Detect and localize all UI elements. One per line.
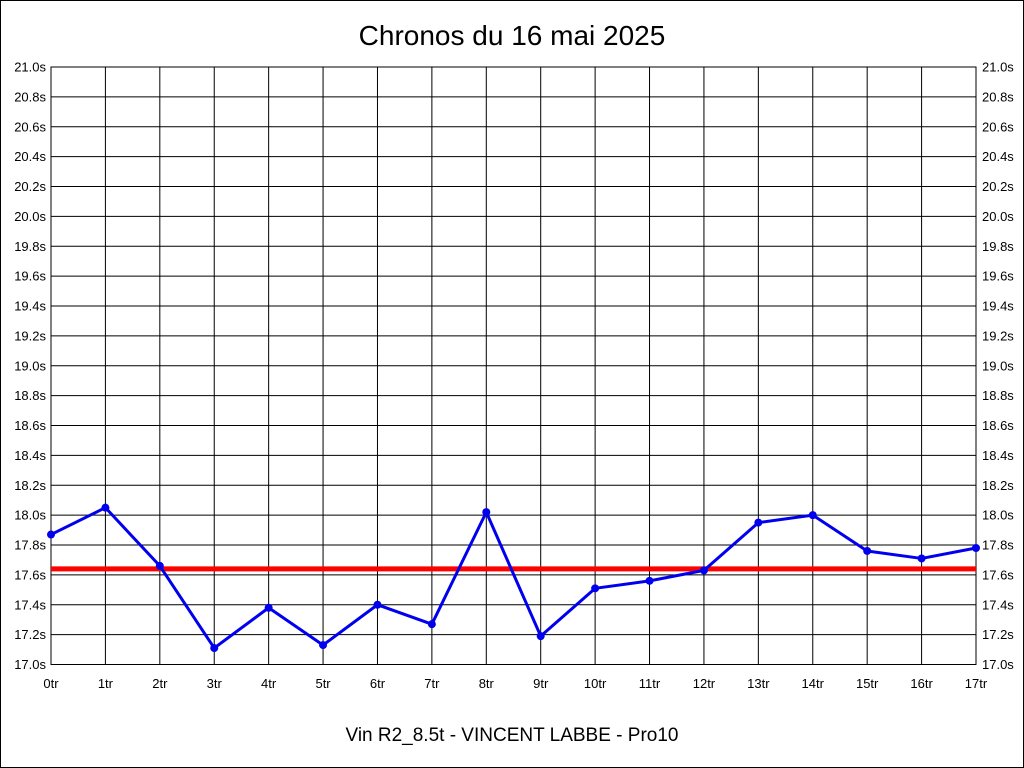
data-point — [373, 600, 382, 609]
data-point — [155, 561, 164, 570]
y-tick-label-left: 17.8s — [14, 538, 46, 553]
y-tick-label-right: 18.8s — [982, 388, 1014, 403]
x-tick-label: 6tr — [370, 676, 386, 691]
x-tick-label: 3tr — [207, 676, 223, 691]
x-tick-label: 13tr — [747, 676, 770, 691]
x-tick-label: 17tr — [965, 676, 988, 691]
y-tick-label-left: 17.0s — [14, 657, 46, 672]
y-tick-label-left: 18.8s — [14, 388, 46, 403]
y-tick-label-right: 19.2s — [982, 328, 1014, 343]
y-tick-label-right: 18.6s — [982, 418, 1014, 433]
data-point — [427, 620, 436, 629]
y-tick-label-right: 20.8s — [982, 89, 1014, 104]
y-tick-label-right: 17.2s — [982, 627, 1014, 642]
y-tick-label-right: 19.6s — [982, 269, 1014, 284]
x-tick-label: 16tr — [910, 676, 933, 691]
x-tick-label: 2tr — [152, 676, 168, 691]
data-point — [972, 543, 980, 552]
y-tick-label-right: 20.2s — [982, 179, 1014, 194]
y-tick-label-left: 19.2s — [14, 328, 46, 343]
y-tick-label-right: 17.6s — [982, 567, 1014, 582]
y-tick-label-right: 17.8s — [982, 538, 1014, 553]
y-tick-label-left: 19.0s — [14, 358, 46, 373]
x-tick-label: 0tr — [43, 676, 59, 691]
y-tick-label-right: 19.4s — [982, 299, 1014, 314]
y-tick-label-left: 18.6s — [14, 418, 46, 433]
y-tick-label-left: 19.6s — [14, 269, 46, 284]
data-point — [754, 518, 763, 527]
x-tick-label: 9tr — [533, 676, 549, 691]
x-tick-label: 1tr — [98, 676, 114, 691]
y-tick-label-left: 20.2s — [14, 179, 46, 194]
data-point — [808, 511, 817, 520]
y-tick-label-left: 19.8s — [14, 239, 46, 254]
grid-layer — [50, 66, 977, 665]
y-tick-label-left: 20.6s — [14, 119, 46, 134]
x-tick-label: 11tr — [639, 676, 661, 691]
y-tick-label-right: 18.2s — [982, 478, 1014, 493]
plot-border — [50, 66, 977, 665]
y-tick-label-right: 19.8s — [982, 239, 1014, 254]
y-tick-label-right: 17.4s — [982, 597, 1014, 612]
y-tick-label-left: 21.0s — [14, 60, 46, 75]
x-tick-label: 10tr — [584, 676, 607, 691]
y-tick-label-right: 20.6s — [982, 119, 1014, 134]
data-point — [591, 584, 600, 593]
y-tick-label-left: 20.0s — [14, 209, 46, 224]
data-point — [699, 566, 708, 575]
y-tick-label-right: 20.4s — [982, 149, 1014, 164]
x-tick-label: 14tr — [802, 676, 825, 691]
y-tick-label-right: 17.0s — [982, 657, 1014, 672]
data-point — [863, 546, 872, 555]
y-tick-label-right: 18.4s — [982, 448, 1014, 463]
data-point — [645, 576, 654, 585]
y-tick-label-right: 20.0s — [982, 209, 1014, 224]
y-tick-label-left: 17.4s — [14, 597, 46, 612]
y-tick-label-right: 21.0s — [982, 60, 1014, 75]
x-tick-label: 4tr — [261, 676, 277, 691]
y-tick-label-left: 18.4s — [14, 448, 46, 463]
x-tick-label: 15tr — [856, 676, 879, 691]
y-tick-label-left: 19.4s — [14, 299, 46, 314]
x-tick-label: 7tr — [424, 676, 440, 691]
y-tick-label-left: 17.6s — [14, 567, 46, 582]
y-tick-label-right: 18.0s — [982, 508, 1014, 523]
data-point — [264, 603, 273, 612]
y-tick-label-left: 18.0s — [14, 508, 46, 523]
series-line — [49, 506, 978, 650]
y-tick-label-left: 20.4s — [14, 149, 46, 164]
x-tick-label: 8tr — [479, 676, 495, 691]
series-layer — [47, 503, 980, 653]
x-tick-label: 12tr — [693, 676, 716, 691]
data-point — [47, 530, 55, 539]
chart-title: Chronos du 16 mai 2025 — [359, 20, 666, 51]
y-tick-label-left: 17.2s — [14, 627, 46, 642]
y-tick-label-left: 18.2s — [14, 478, 46, 493]
y-tick-label-left: 20.8s — [14, 89, 46, 104]
y-tick-label-right: 19.0s — [982, 358, 1014, 373]
chart-caption: Vin R2_8.5t - VINCENT LABBE - Pro10 — [345, 725, 678, 746]
data-point — [917, 554, 926, 563]
data-point — [210, 644, 219, 653]
tick-label-layer: 17.0s 17.0s 17.2s 17.2s 17.4s 17.4s 17.6s 17.6s… — [14, 60, 1014, 692]
data-point — [536, 632, 545, 641]
data-point — [482, 508, 491, 517]
data-point — [319, 641, 328, 650]
data-point — [101, 503, 110, 512]
x-tick-label: 5tr — [315, 676, 331, 691]
